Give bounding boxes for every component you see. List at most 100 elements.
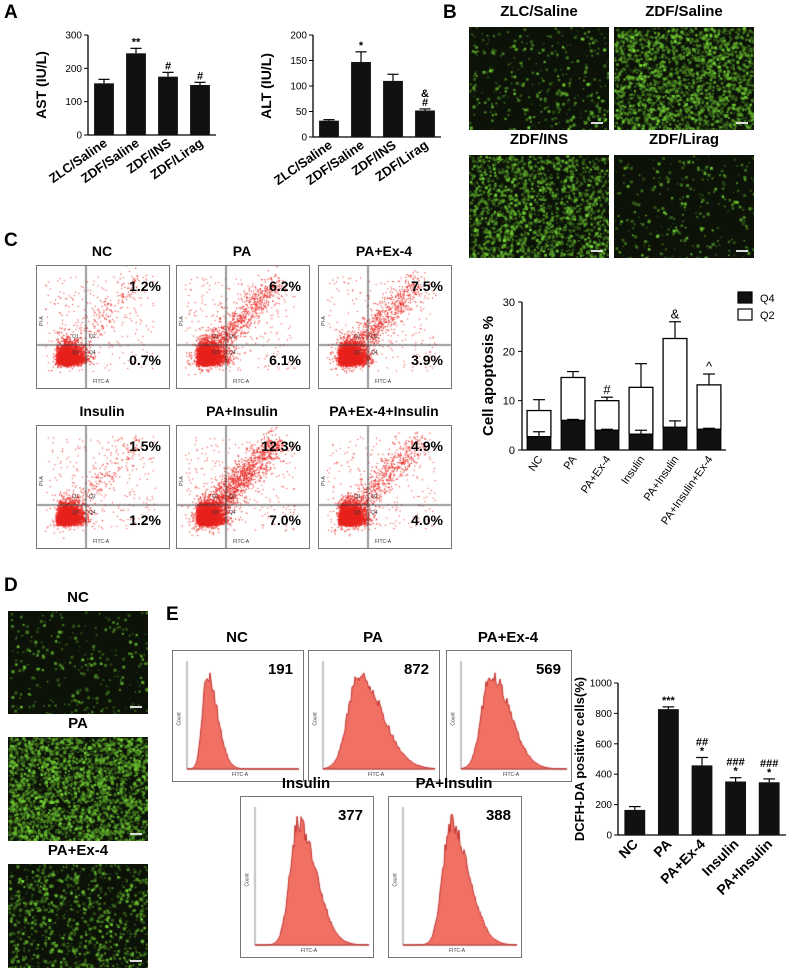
y-tick-label: 100 <box>65 97 82 108</box>
category-label: PA <box>650 836 674 860</box>
mean-fluorescence-value: 569 <box>535 661 561 678</box>
bar <box>126 53 146 136</box>
y-tick-label: 0 <box>606 831 612 842</box>
quadrant-label: Q3 <box>354 510 361 516</box>
quadrant-label: Q1 <box>212 334 219 340</box>
quadrant-label: Q3 <box>354 350 361 356</box>
flow-plot-title: PA+Ex-4+Insulin <box>329 403 439 419</box>
mean-fluorescence-value: 388 <box>485 807 511 824</box>
mean-fluorescence-value: 377 <box>337 807 363 824</box>
bar-q4 <box>696 428 722 451</box>
x-axis-label: FITC-A <box>232 772 249 778</box>
panel-label-b: B <box>443 2 457 23</box>
mean-fluorescence-value: 872 <box>403 661 429 678</box>
y-tick-label: 200 <box>290 31 307 42</box>
flow-dot-plot: 1.5% 1.2% Q1 Q2 Q3 Q4 FITC-A PI-A <box>36 425 170 549</box>
micrograph-image <box>8 864 148 968</box>
significance-label: ## <box>696 736 708 748</box>
scale-bar <box>130 833 142 835</box>
bar-q2 <box>628 386 654 435</box>
q4-percentage: 4.0% <box>411 512 443 528</box>
y-tick-label: 0 <box>76 131 82 142</box>
bar <box>190 85 210 135</box>
y-tick-label: 600 <box>595 739 612 750</box>
quadrant-label: Q2 <box>371 494 378 500</box>
y-axis-label: PI-A <box>38 316 45 326</box>
quadrant-label: Q2 <box>89 334 96 340</box>
histogram-plot: 569 FITC-A Count <box>446 650 572 782</box>
bar <box>351 62 371 137</box>
micrograph-title: PA+Ex-4 <box>47 842 109 859</box>
q4-percentage: 7.0% <box>269 512 301 528</box>
micrograph-title: ZDF/Saline <box>645 3 723 20</box>
x-axis-label: FITC-A <box>93 539 110 545</box>
significance-label: # <box>165 60 171 72</box>
significance-label: # <box>197 70 203 82</box>
flow-plot-title: Insulin <box>79 403 125 419</box>
flow-dot-plot: 4.9% 4.0% Q1 Q2 Q3 Q4 FITC-A PI-A <box>318 425 452 549</box>
significance-label: # <box>422 97 428 109</box>
x-axis-label: FITC-A <box>301 948 318 954</box>
histogram-plot: 872 FITC-A Count <box>308 650 440 782</box>
flow-dot-plot: 1.2% 0.7% Q1 Q2 Q3 Q4 FITC-A PI-A <box>36 265 170 389</box>
significance-label: * <box>767 767 772 779</box>
y-axis-label: ALT (IU/L) <box>258 53 274 119</box>
y-axis-label: Count <box>244 873 251 887</box>
y-axis-label: DCFH-DA positive cells(%) <box>572 677 587 841</box>
x-axis-label: FITC-A <box>449 948 466 954</box>
y-axis-label: Count <box>450 712 457 726</box>
quadrant-label: Q4 <box>89 350 96 356</box>
scale-bar <box>130 960 142 962</box>
quadrant-label: Q4 <box>371 350 378 356</box>
bar <box>94 83 114 135</box>
flow-plot-title: PA+Insulin <box>206 403 278 419</box>
histogram-title: Insulin <box>281 775 331 792</box>
y-axis-label: Count <box>176 712 183 726</box>
x-axis-label: FITC-A <box>375 539 392 545</box>
y-axis-label: AST (IU/L) <box>33 51 49 119</box>
y-tick-label: 0 <box>301 133 307 144</box>
micrograph-image <box>8 611 148 714</box>
y-tick-label: 400 <box>595 770 612 781</box>
scale-bar <box>130 706 142 708</box>
bar <box>158 76 178 135</box>
quadrant-label: Q3 <box>72 510 79 516</box>
micrograph-image <box>614 27 754 130</box>
bar-q4 <box>594 429 620 451</box>
significance-label: & <box>421 88 429 100</box>
q4-percentage: 0.7% <box>129 352 161 368</box>
y-tick-label: 10 <box>503 396 515 408</box>
bar-q4 <box>628 433 654 451</box>
histogram-title: PA <box>363 629 383 646</box>
quadrant-label: Q4 <box>229 350 236 356</box>
y-tick-label: 30 <box>503 297 515 309</box>
histogram-plot: 388 FITC-A Count <box>388 796 522 958</box>
panel-label-a: A <box>4 2 18 23</box>
significance-label: * <box>733 766 738 778</box>
bar <box>624 809 646 835</box>
y-tick-label: 0 <box>509 445 515 457</box>
x-axis-label: FITC-A <box>503 772 520 778</box>
y-tick-label: 800 <box>595 709 612 720</box>
y-tick-label: 300 <box>65 31 82 42</box>
y-axis-label: Count <box>392 873 399 887</box>
legend-swatch <box>737 308 753 321</box>
y-axis-label: PI-A <box>320 316 327 326</box>
bar-q2 <box>696 384 722 430</box>
scale-bar <box>736 122 748 124</box>
q2-percentage: 1.2% <box>129 278 161 294</box>
scale-bar <box>591 250 603 252</box>
y-axis-label: PI-A <box>178 476 185 486</box>
q2-percentage: 12.3% <box>261 438 301 454</box>
y-axis-label: PI-A <box>320 476 327 486</box>
category-label: PA <box>562 453 580 472</box>
bar-q4 <box>526 436 552 451</box>
significance-label: & <box>671 307 680 322</box>
micrograph-image <box>469 155 609 258</box>
histogram-title: PA+Ex-4 <box>477 629 539 646</box>
panel-label-d: D <box>4 575 18 596</box>
panel-label-c: C <box>4 230 18 251</box>
histogram-title: NC <box>226 629 248 646</box>
